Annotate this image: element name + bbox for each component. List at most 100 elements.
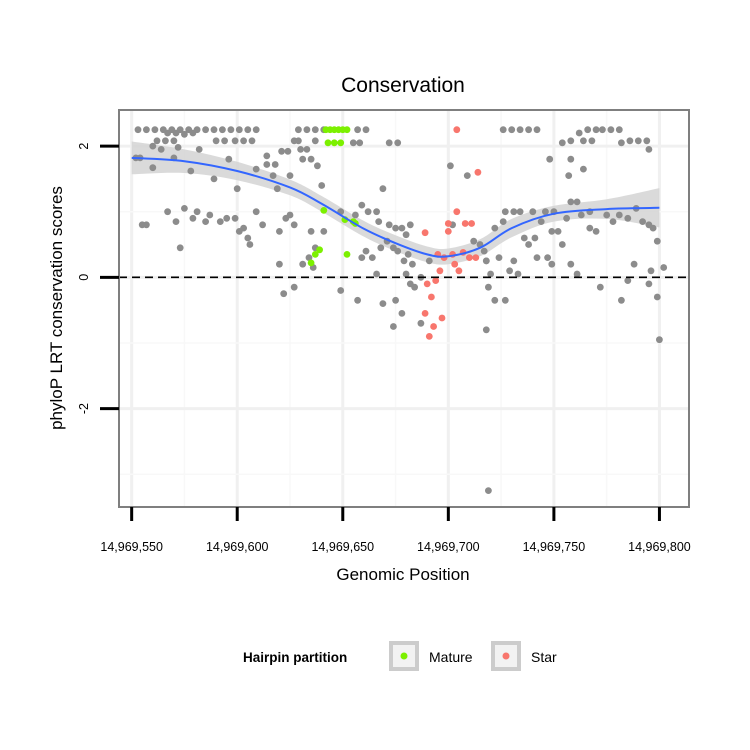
- data-point-star: [472, 254, 480, 261]
- data-point-other: [189, 129, 197, 137]
- data-point-other: [290, 283, 298, 291]
- data-point-other: [603, 211, 611, 219]
- data-point-other: [276, 260, 283, 268]
- data-point-other: [271, 161, 279, 168]
- data-point-other: [548, 260, 556, 268]
- data-point-other: [588, 137, 596, 145]
- data-point-mature: [316, 246, 323, 254]
- data-point-mature: [330, 139, 338, 147]
- data-point-other: [305, 254, 313, 261]
- data-point-other: [501, 296, 509, 304]
- data-point-other: [252, 208, 260, 216]
- data-point-other: [231, 137, 239, 145]
- series-mature: [307, 126, 359, 267]
- data-point-other: [482, 257, 490, 265]
- data-point-other: [233, 185, 241, 193]
- data-point-star: [444, 228, 452, 235]
- data-point-star: [436, 267, 444, 275]
- data-point-other: [297, 146, 304, 153]
- data-point-other: [143, 221, 150, 229]
- series-other: [132, 126, 668, 494]
- data-point-other: [615, 211, 623, 219]
- data-point-other: [495, 254, 503, 261]
- data-point-other: [181, 205, 188, 212]
- data-point-other: [394, 247, 402, 255]
- data-point-other: [599, 126, 606, 134]
- data-point-other: [563, 214, 570, 222]
- data-point-other: [501, 208, 509, 216]
- data-point-other: [244, 234, 252, 242]
- data-point-other: [349, 139, 357, 147]
- x-tick-label: 14,969,600: [206, 540, 269, 554]
- data-point-star: [425, 333, 433, 340]
- data-point-other: [398, 224, 406, 232]
- chart-title: Conservation: [341, 74, 465, 97]
- data-point-other: [172, 218, 180, 226]
- data-point-other: [202, 218, 210, 226]
- data-point-other: [320, 228, 328, 235]
- data-point-other: [573, 270, 581, 278]
- data-point-other: [516, 126, 524, 134]
- data-point-other: [596, 283, 604, 291]
- data-point-other: [303, 146, 311, 153]
- data-point-other: [482, 326, 490, 334]
- data-point-other: [358, 254, 366, 261]
- data-point-star: [461, 220, 469, 227]
- data-point-other: [554, 228, 562, 235]
- data-point-other: [358, 201, 366, 209]
- data-point-star: [438, 314, 446, 322]
- data-point-other: [162, 137, 169, 145]
- data-point-other: [447, 162, 454, 170]
- data-point-other: [607, 126, 615, 134]
- data-point-other: [240, 224, 248, 232]
- data-point-other: [244, 126, 252, 134]
- data-point-other: [558, 139, 566, 147]
- data-point-other: [263, 152, 271, 160]
- data-point-star: [474, 168, 482, 176]
- data-point-other: [531, 234, 539, 242]
- data-point-other: [278, 147, 285, 155]
- data-point-star: [423, 280, 431, 288]
- data-point-other: [269, 172, 277, 180]
- data-point-other: [520, 234, 528, 242]
- data-point-other: [402, 270, 410, 278]
- data-point-other: [379, 300, 387, 307]
- data-point-other: [377, 244, 385, 252]
- data-point-other: [624, 277, 632, 284]
- data-point-other: [143, 126, 150, 134]
- data-point-other: [624, 214, 632, 222]
- data-point-mature: [337, 139, 345, 147]
- data-point-other: [463, 172, 471, 180]
- data-point-other: [210, 126, 218, 134]
- data-point-other: [615, 126, 623, 134]
- confidence-band: [131, 141, 660, 265]
- data-point-other: [575, 129, 583, 137]
- data-point-other: [565, 172, 573, 180]
- data-point-other: [639, 218, 646, 226]
- data-point-other: [318, 182, 326, 189]
- data-point-other: [491, 296, 499, 304]
- loess-smooth-line: [131, 156, 660, 258]
- data-point-other: [404, 251, 412, 258]
- data-point-other: [592, 126, 600, 134]
- data-point-mature: [343, 251, 351, 258]
- data-point-other: [634, 137, 642, 145]
- data-point-other: [219, 126, 226, 134]
- data-point-other: [586, 224, 594, 232]
- data-point-other: [356, 139, 364, 147]
- data-point-other: [394, 139, 402, 147]
- data-point-other: [592, 228, 600, 235]
- data-point-other: [221, 137, 229, 145]
- data-point-other: [240, 137, 248, 145]
- data-point-star: [453, 126, 461, 134]
- data-point-other: [546, 155, 554, 163]
- data-point-other: [187, 167, 195, 175]
- data-point-other: [212, 137, 220, 145]
- data-point-other: [406, 221, 414, 229]
- data-point-other: [170, 137, 178, 145]
- data-point-other: [373, 270, 380, 278]
- data-point-mature: [307, 259, 315, 267]
- data-point-other: [210, 175, 218, 183]
- data-point-other: [375, 218, 383, 226]
